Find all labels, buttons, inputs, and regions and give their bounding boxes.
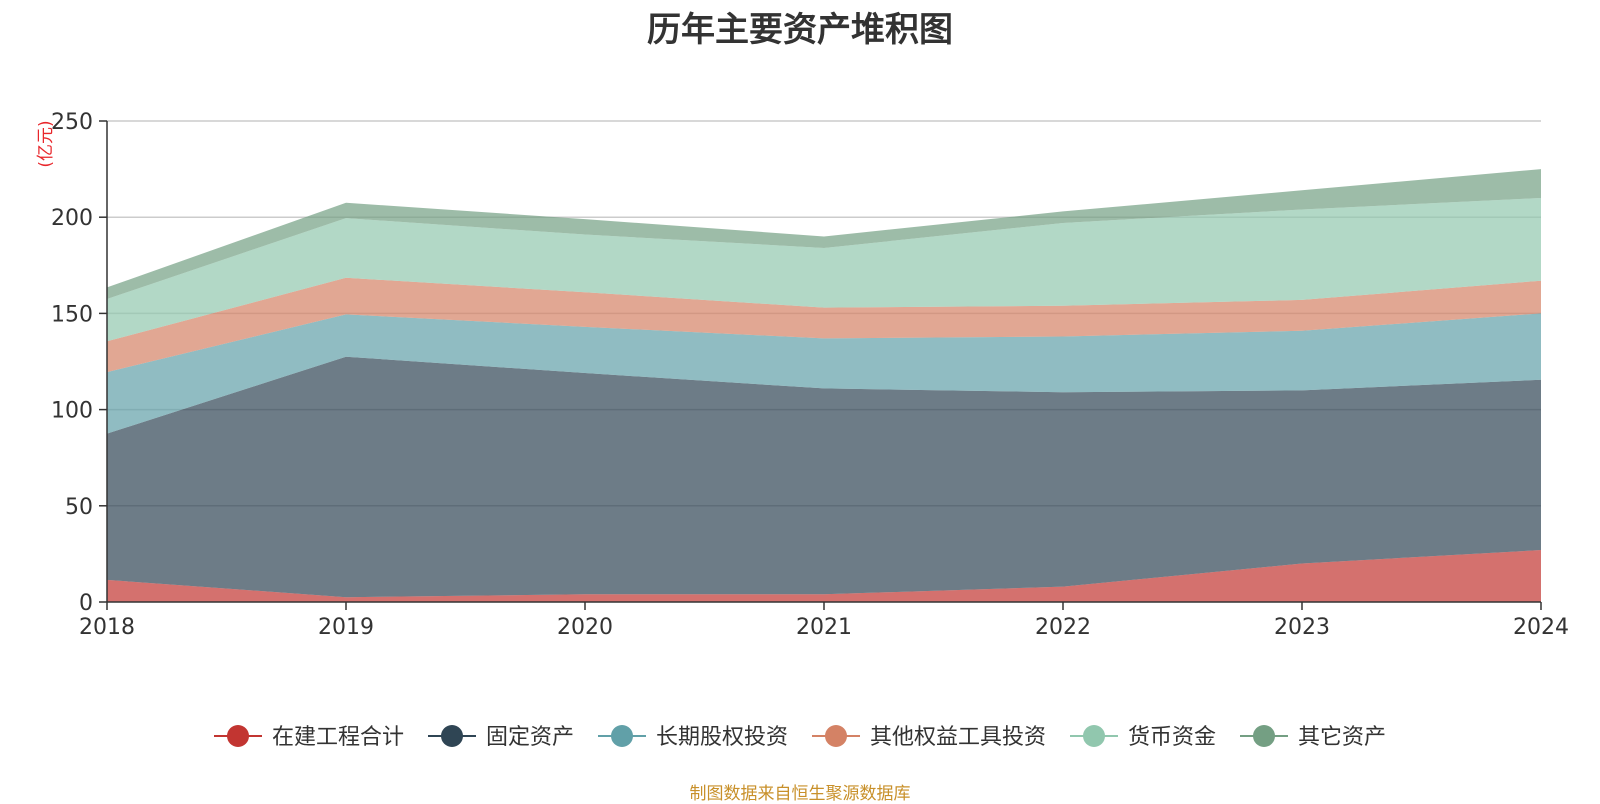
area-series-5[interactable] [107,169,1541,299]
legend: 在建工程合计 固定资产 长期股权投资 其他权益工具投资 货币资金 其它资产 [214,725,1386,750]
x-tick-label: 2021 [796,615,852,640]
x-tick-label: 2019 [318,615,374,640]
legend-item-0[interactable]: 在建工程合计 [214,725,404,750]
y-tick-label: 50 [65,495,93,520]
x-tick-label: 2022 [1035,615,1091,640]
legend-marker-dot [1253,725,1275,747]
x-tick-label: 2024 [1513,615,1569,640]
legend-label: 长期股权投资 [656,725,788,750]
y-tick-label: 200 [51,206,93,231]
y-tick-label: 100 [51,399,93,424]
area-series-2[interactable] [107,313,1541,434]
legend-item-5[interactable]: 其它资产 [1240,725,1386,750]
legend-label: 货币资金 [1128,725,1216,750]
legend-marker-dot [825,725,847,747]
legend-label: 固定资产 [486,725,574,750]
y-tick-label: 250 [51,110,93,135]
legend-marker-dot [611,725,633,747]
area-series-4[interactable] [107,197,1541,342]
source-note: 制图数据来自恒生聚源数据库 [689,784,911,804]
legend-marker-dot [1083,725,1105,747]
x-tick-label: 2023 [1274,615,1330,640]
legend-marker-dot [441,725,463,747]
x-tick-label: 2018 [79,615,135,640]
y-tick-label: 150 [51,302,93,327]
area-layer [107,169,1541,602]
legend-item-4[interactable]: 货币资金 [1070,725,1216,750]
y-axis-unit: (亿元) [36,120,56,167]
legend-label: 其它资产 [1298,725,1386,750]
legend-item-2[interactable]: 长期股权投资 [598,725,788,750]
axis-layer: 0 50 100 150 200 250 2018 2019 2020 2021 2022 2023 2… [51,110,1569,640]
legend-item-3[interactable]: 其他权益工具投资 [812,725,1046,750]
x-tick-label: 2020 [557,615,613,640]
legend-marker-dot [227,725,249,747]
legend-item-1[interactable]: 固定资产 [428,725,574,750]
area-series-1[interactable] [107,356,1541,598]
area-series-3[interactable] [107,277,1541,373]
legend-label: 其他权益工具投资 [870,725,1046,750]
y-tick-label: 0 [79,591,93,616]
legend-label: 在建工程合计 [272,725,404,750]
chart-title: 历年主要资产堆积图 [647,10,953,50]
area-series-0[interactable] [107,550,1541,602]
